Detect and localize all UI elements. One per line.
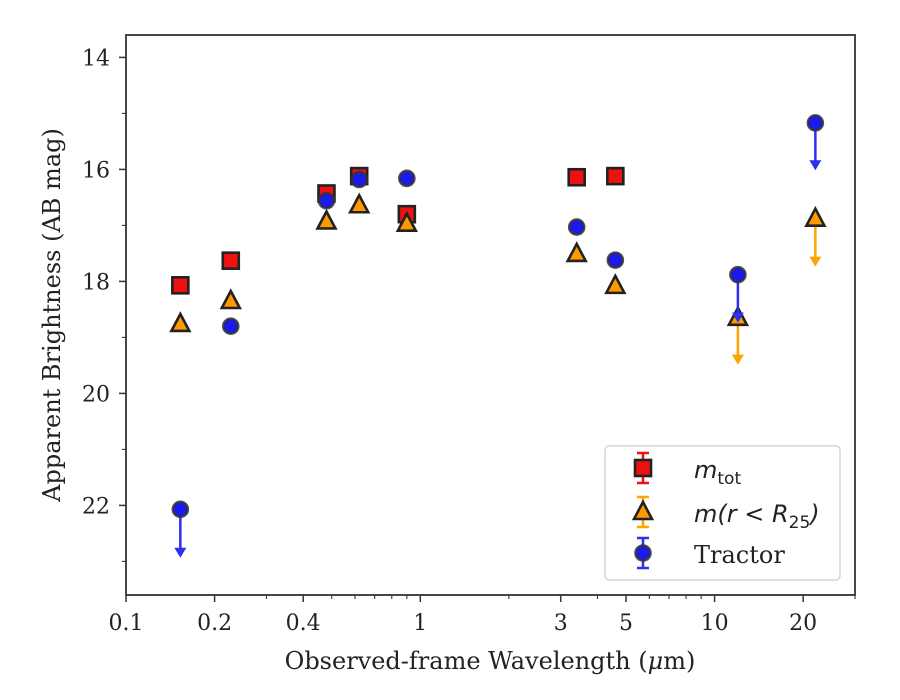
legend-marker-tractor	[634, 544, 652, 562]
y-tick-label: 22	[82, 494, 110, 519]
x-tick-label: 0.2	[197, 611, 232, 636]
mr-limit-arrow	[731, 354, 744, 365]
legend-mr-italic: m(r < R	[694, 500, 789, 528]
tractor-limit-arrow	[174, 547, 187, 558]
legend-marker-mr	[631, 499, 655, 521]
tractor-point	[171, 500, 190, 519]
mr-point	[395, 210, 418, 233]
x-axis-title-text: Observed-frame Wavelength (	[285, 647, 648, 675]
x-tick-label: 5	[619, 611, 633, 636]
tractor-point	[806, 114, 825, 132]
mtot-point	[606, 166, 625, 186]
x-tick-label: 20	[789, 611, 817, 636]
mr-limit-arrow	[809, 256, 822, 267]
tractor-limit-arrow	[809, 160, 822, 171]
mr-point	[804, 205, 827, 227]
x-tick-label: 10	[701, 611, 729, 636]
tractor-point	[606, 251, 625, 269]
legend-mtot-italic: m	[694, 456, 717, 484]
tractor-point	[567, 218, 586, 236]
tractor-point	[398, 169, 416, 188]
legend-mtot-sub: tot	[717, 469, 741, 489]
tractor-point	[729, 265, 747, 284]
mtot-point	[171, 276, 190, 295]
y-tick-label: 18	[82, 270, 110, 295]
x-tick-label: 3	[554, 611, 568, 636]
legend-label-mtot: mtot	[694, 456, 741, 489]
x-tick-label: 1	[413, 611, 427, 636]
mr-point	[169, 311, 192, 333]
x-axis-title: Observed-frame Wavelength (μm)	[285, 647, 696, 675]
tractor-point	[221, 317, 240, 336]
x-axis-title-mu: μ	[648, 647, 664, 675]
legend-marker-mtot	[633, 458, 653, 478]
mr-point	[219, 288, 242, 310]
legend: mtot m(r < R25) Tractor	[604, 445, 841, 581]
legend-markers	[631, 451, 655, 570]
x-axis-title-unit: m)	[663, 647, 695, 675]
mtot-point	[567, 167, 587, 187]
y-tick-label: 20	[82, 382, 110, 407]
legend-label-mr: m(r < R25)	[694, 500, 820, 533]
mr-point	[348, 192, 371, 214]
tractor-point	[317, 191, 336, 210]
y-tick-label: 14	[82, 46, 110, 71]
data-marks	[169, 114, 827, 558]
x-tick-label: 0.1	[109, 611, 144, 636]
legend-label-tractor: Tractor	[694, 541, 785, 569]
tractor-point	[350, 170, 368, 189]
x-tick-label: 0.4	[286, 611, 321, 636]
legend-box	[604, 445, 841, 581]
tractor-limit-arrow	[731, 312, 744, 323]
mtot-point	[221, 251, 241, 270]
axis-ticks: 0.1 0.2 0.4 1 3 5 10 20 14 16 18 20 22	[82, 46, 856, 636]
plot-frame	[125, 34, 856, 596]
legend-mr-sub: 25	[789, 513, 811, 533]
mr-point	[604, 273, 627, 295]
y-tick-label: 16	[82, 158, 110, 183]
y-axis-title: Apparent Brightness (AB mag)	[38, 128, 66, 503]
mr-point	[565, 241, 588, 263]
legend-mr-rest: )	[808, 500, 819, 528]
mr-point	[315, 208, 338, 230]
